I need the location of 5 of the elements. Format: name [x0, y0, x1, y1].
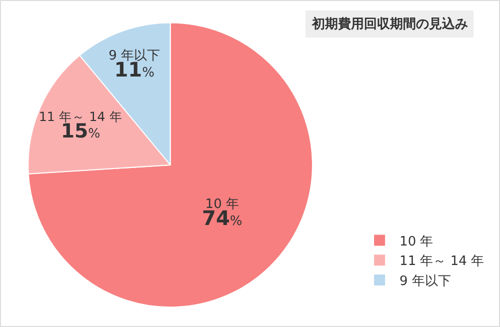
- legend-label: 9 年以下: [400, 274, 451, 290]
- legend-label: 11 年～ 14 年: [400, 254, 484, 270]
- pie-slice: [28, 22, 313, 308]
- legend-label: 10 年: [400, 234, 434, 250]
- chart-title: 初期費用回収期間の見込み: [311, 16, 468, 32]
